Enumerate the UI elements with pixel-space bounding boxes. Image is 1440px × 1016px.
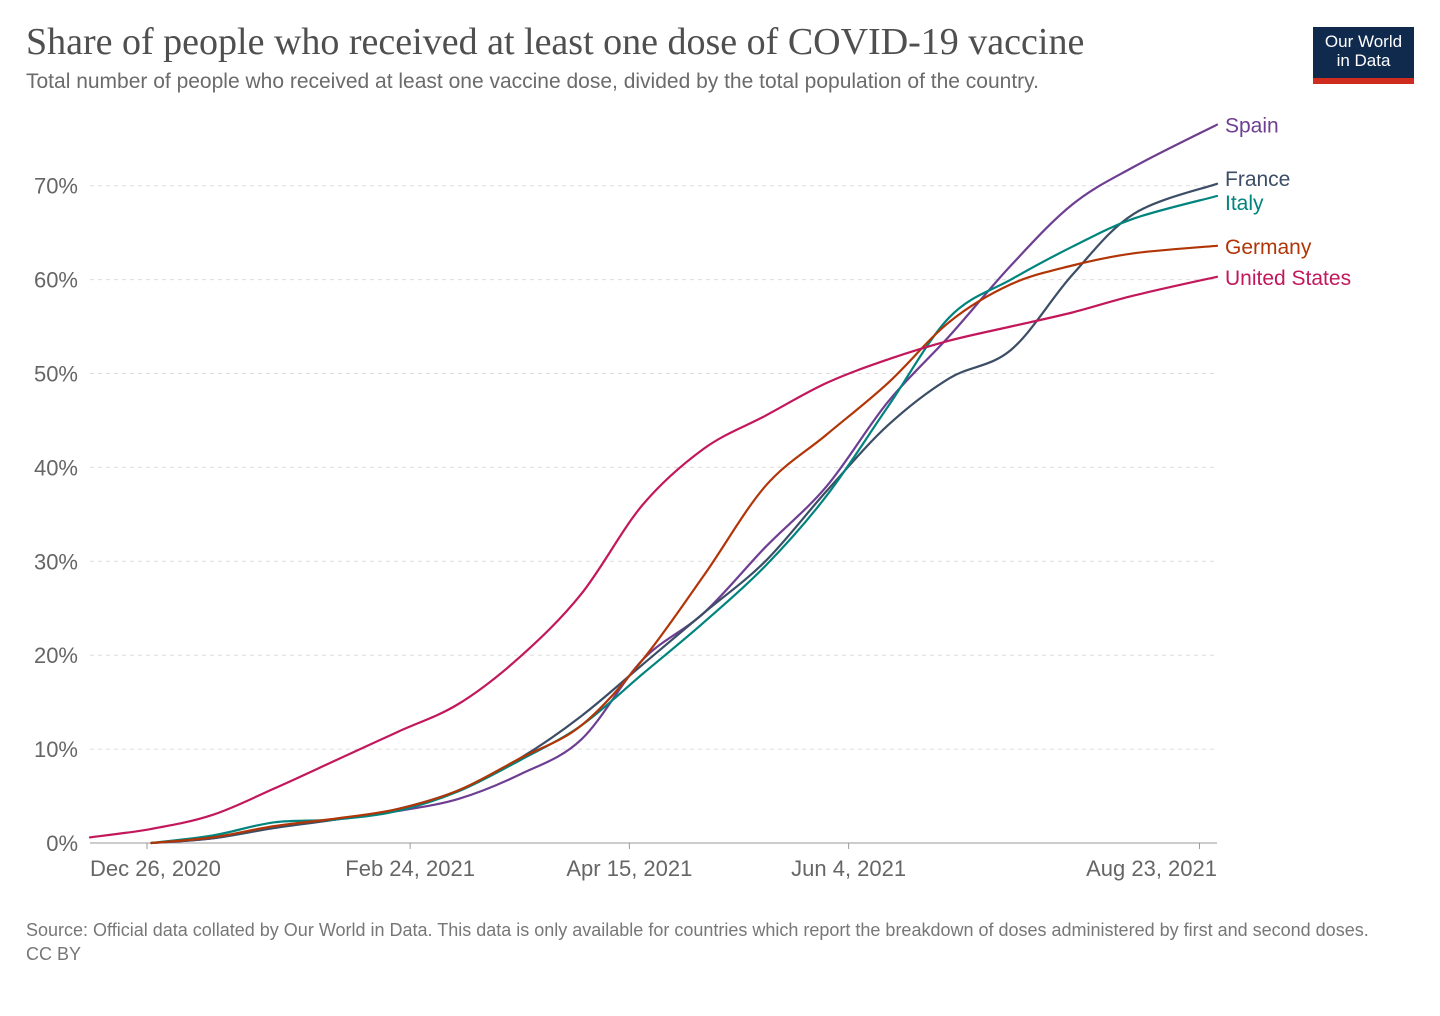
y-tick-label: 40% bbox=[34, 455, 78, 480]
series-label-germany: Germany bbox=[1225, 236, 1312, 259]
series-line-spain bbox=[150, 123, 1219, 845]
chart-title: Share of people who received at least on… bbox=[26, 21, 1085, 63]
series-line-united-states bbox=[88, 275, 1219, 839]
logo-line-2: in Data bbox=[1336, 51, 1391, 70]
chart-subtitle: Total number of people who received at l… bbox=[26, 70, 1039, 93]
y-tick-label: 60% bbox=[34, 268, 78, 293]
y-tick-label: 0% bbox=[46, 831, 78, 856]
series-label-united-states: United States bbox=[1225, 267, 1351, 290]
x-tick-label: Apr 15, 2021 bbox=[566, 856, 692, 881]
x-tick-label: Feb 24, 2021 bbox=[345, 856, 475, 881]
y-tick-label: 20% bbox=[34, 643, 78, 668]
y-tick-label: 10% bbox=[34, 737, 78, 762]
license-note: CC BY bbox=[26, 944, 82, 964]
series-label-france: France bbox=[1225, 168, 1290, 191]
series-label-spain: Spain bbox=[1225, 115, 1279, 138]
axes: 0% 10% 20% 30% 40% 50% 60% 70% Dec 26, 2020 Feb 2… bbox=[34, 174, 1217, 881]
y-tick-label: 30% bbox=[34, 549, 78, 574]
series-line-france bbox=[150, 182, 1219, 845]
y-tick-label: 70% bbox=[34, 174, 78, 199]
series-lines bbox=[88, 123, 1219, 845]
x-tick-label: Aug 23, 2021 bbox=[1086, 856, 1217, 881]
series-label-italy: Italy bbox=[1225, 192, 1264, 215]
logo-line-1: Our World bbox=[1324, 32, 1403, 51]
series-line-germany bbox=[150, 244, 1219, 845]
owid-logo[interactable]: Our World in Data bbox=[1313, 27, 1414, 84]
x-tick-label: Jun 4, 2021 bbox=[791, 856, 906, 881]
x-tick-label: Dec 26, 2020 bbox=[90, 856, 221, 881]
line-chart: 0% 10% 20% 30% 40% 50% 60% 70% Dec 26, 2020 Feb 2… bbox=[34, 115, 1351, 881]
y-tick-label: 50% bbox=[34, 362, 78, 387]
chart-footer: Source: Official data collated by Our Wo… bbox=[26, 918, 1406, 966]
source-note: Source: Official data collated by Our Wo… bbox=[26, 920, 1369, 940]
